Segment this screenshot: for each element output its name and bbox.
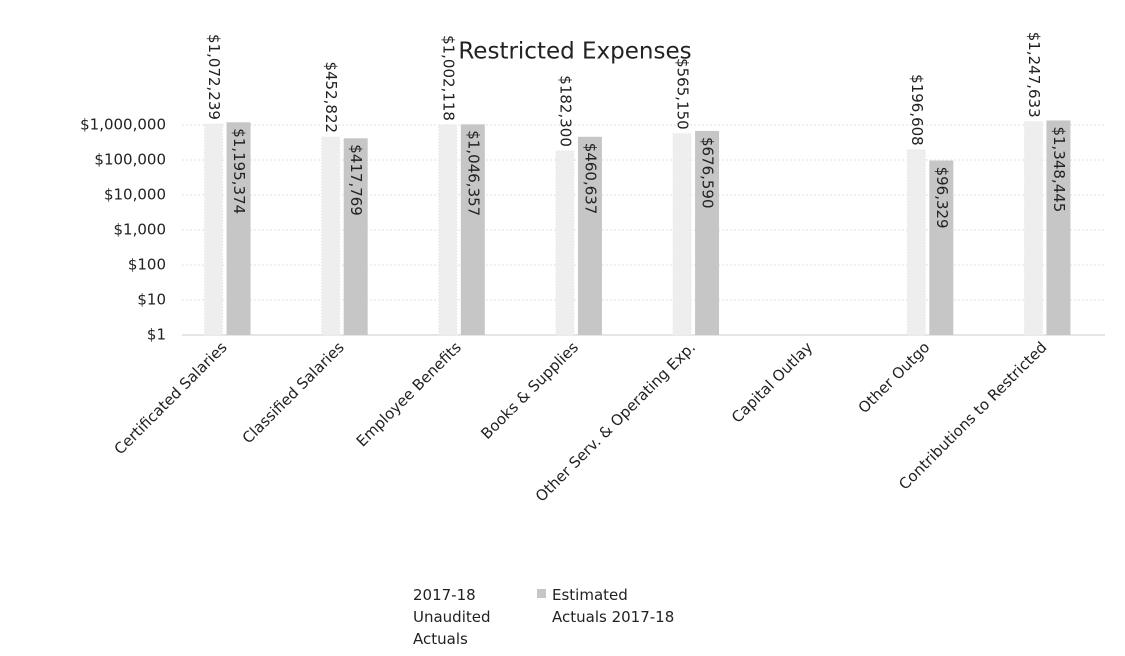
x-tick-label: Other Outgo [855,338,934,417]
legend-item: Estimated Actuals 2017-18 [537,584,682,650]
data-label: $1,002,118 [439,35,457,121]
bar [1046,120,1071,335]
bar [460,124,485,335]
y-tick-label: $1 [147,326,166,344]
bar [929,160,954,335]
data-label: $96,329 [933,167,951,229]
x-tick-label: Capital Outlay [728,338,816,426]
data-label: $417,769 [347,144,365,216]
y-tick-label: $1,000,000 [80,116,166,134]
bar [906,149,926,336]
x-tick-label: Certificated Salaries [111,338,231,458]
data-label: $565,150 [674,58,692,130]
bar [343,138,368,335]
y-tick-label: $100 [128,256,166,274]
y-tick-label: $100,000 [94,151,166,169]
x-tick-label: Classified Salaries [239,338,348,447]
legend-label: 2017-18 Unaudited Actuals [413,586,491,648]
y-tick-label: $1,000 [114,221,167,239]
data-label: $182,300 [556,75,574,147]
x-tick-label: Books & Supplies [477,338,582,443]
bar [226,122,251,335]
bar [695,130,720,335]
data-label: $1,072,239 [205,34,223,120]
data-label: $196,608 [908,74,926,146]
data-label: $1,046,357 [464,130,482,216]
bar [204,123,224,336]
data-label: $1,195,374 [230,128,248,214]
legend-label: Estimated Actuals 2017-18 [552,586,675,626]
data-label: $1,348,445 [1050,126,1068,212]
bar [1023,121,1043,336]
legend-swatch [537,589,546,598]
chart-title: Restricted Expenses [458,39,691,65]
bar [555,150,575,336]
y-tick-label: $10 [137,291,166,309]
legend-item: 2017-18 Unaudited Actuals [398,584,523,650]
bar [321,136,341,336]
bar [672,133,692,336]
data-label: $460,637 [581,143,599,215]
x-tick-label: Employee Benefits [353,338,465,450]
bar [577,136,602,335]
y-tick-label: $10,000 [104,186,166,204]
legend: 2017-18 Unaudited Actuals Estimated Actua… [398,584,682,650]
data-label: $1,247,633 [1025,32,1043,118]
legend-swatch [398,589,407,598]
bar [438,124,458,336]
data-label: $676,590 [699,137,717,209]
data-label: $452,822 [322,61,340,133]
